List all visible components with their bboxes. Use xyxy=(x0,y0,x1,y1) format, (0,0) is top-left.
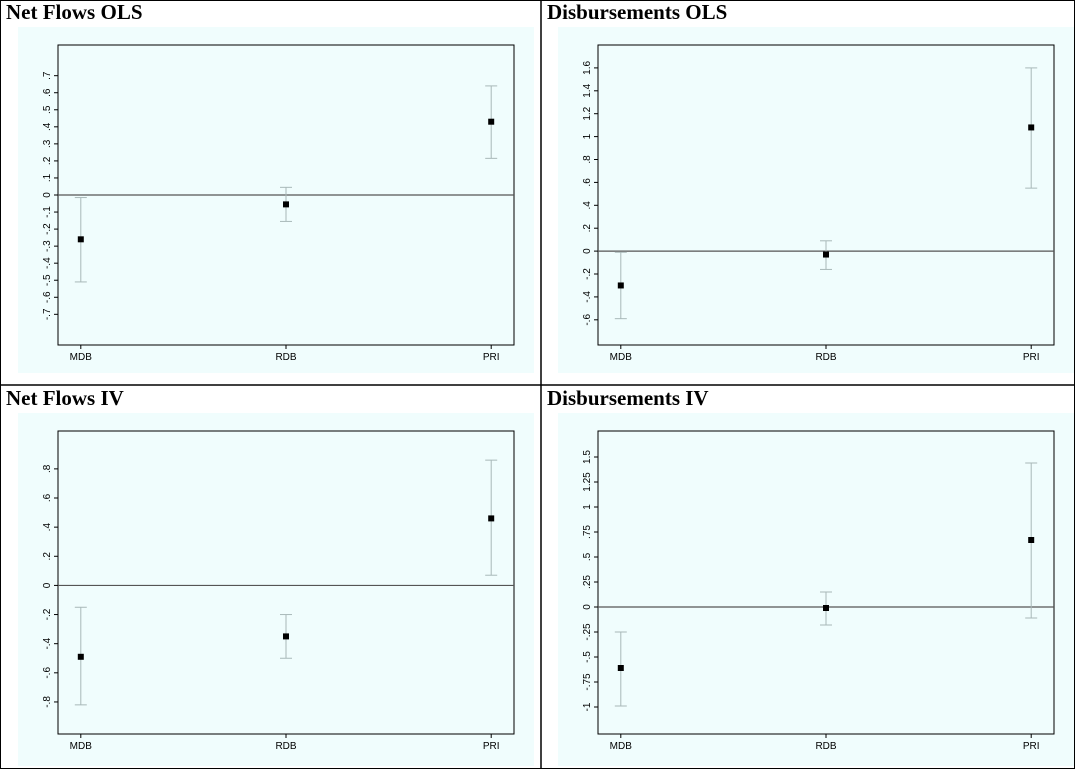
y-tick-label: -.2 xyxy=(582,268,593,280)
y-tick-label: 0 xyxy=(582,248,593,254)
plot-frame xyxy=(597,430,1055,735)
y-tick-label: -.6 xyxy=(582,314,593,326)
y-tick-label: -.2 xyxy=(42,223,53,235)
x-tick-label: PRI xyxy=(483,741,500,752)
y-tick-label: -.5 xyxy=(42,274,53,286)
y-tick-label: .5 xyxy=(42,105,53,114)
y-tick-label: 1.4 xyxy=(582,83,593,97)
y-tick-label: .6 xyxy=(42,493,53,502)
y-tick-label: -.1 xyxy=(42,206,53,218)
y-tick-label: .25 xyxy=(582,575,593,589)
x-tick-label: RDB xyxy=(275,352,296,363)
point-estimate-marker xyxy=(823,605,829,611)
panel-title-disbursements-iv: Disbursements IV xyxy=(547,386,709,410)
panel-disbursements-iv: -1 -.75 -.5 -.25 0 .25 .5 .75 1 1.25 1.5 MDB RDB PRI xyxy=(558,413,1074,766)
y-tick-label: -.6 xyxy=(42,291,53,303)
point-estimate-marker xyxy=(283,201,289,208)
y-tick-label: -.4 xyxy=(42,257,53,269)
y-tick-label: -.4 xyxy=(42,637,53,649)
x-tick-label: RDB xyxy=(275,741,296,752)
point-estimate-marker xyxy=(617,665,624,671)
y-tick-label: .75 xyxy=(582,525,593,539)
y-tick-label: -.75 xyxy=(582,673,593,691)
x-tick-label: PRI xyxy=(483,352,500,363)
x-tick-label: RDB xyxy=(815,741,836,752)
y-tick-label: .6 xyxy=(42,88,53,97)
y-tick-label: -.8 xyxy=(42,696,53,708)
y-tick-label: .4 xyxy=(42,122,53,131)
y-tick-label: .2 xyxy=(42,156,53,165)
y-tick-label: 1.6 xyxy=(582,61,593,75)
y-tick-label: .8 xyxy=(42,464,53,473)
y-tick-label: .5 xyxy=(582,552,593,561)
point-estimate-marker xyxy=(617,282,624,289)
x-tick-label: RDB xyxy=(815,352,836,363)
panel-title-disbursements-ols: Disbursements OLS xyxy=(547,0,728,24)
y-tick-label: -.5 xyxy=(582,651,593,663)
y-tick-label: .1 xyxy=(42,173,53,182)
y-tick-label: -.3 xyxy=(42,240,53,252)
x-tick-label: MDB xyxy=(610,741,633,752)
y-tick-label: 1.25 xyxy=(582,472,593,492)
x-tick-label: MDB xyxy=(70,741,93,752)
point-estimate-marker xyxy=(488,515,495,522)
point-estimate-marker xyxy=(77,653,84,660)
panel-title-net-flows-ols: Net Flows OLS xyxy=(6,0,143,24)
point-estimate-marker xyxy=(77,236,84,243)
y-tick-label: 0 xyxy=(582,604,593,610)
panel-disbursements-ols: -.6 -.4 -.2 0 .2 .4 .6 .8 1 1.2 1.4 1.6 MDB RDB PRI xyxy=(558,27,1074,373)
y-tick-label: -.7 xyxy=(42,308,53,320)
y-tick-label: 1 xyxy=(582,504,593,510)
y-tick-label: .2 xyxy=(582,224,593,233)
y-tick-label: 1.2 xyxy=(582,106,593,120)
x-tick-label: MDB xyxy=(70,352,93,363)
point-estimate-marker xyxy=(1028,537,1035,543)
x-tick-label: PRI xyxy=(1023,352,1040,363)
point-estimate-marker xyxy=(1028,124,1035,131)
y-tick-label: .6 xyxy=(582,178,593,187)
y-tick-label: 0 xyxy=(42,582,53,588)
point-estimate-marker xyxy=(283,633,289,640)
y-tick-label: .3 xyxy=(42,139,53,148)
y-tick-label: -1 xyxy=(582,702,593,711)
y-tick-label: -.25 xyxy=(582,623,593,641)
y-tick-label: -.4 xyxy=(582,291,593,303)
y-tick-label: .4 xyxy=(582,201,593,210)
x-tick-label: MDB xyxy=(610,352,633,363)
x-tick-label: PRI xyxy=(1023,741,1040,752)
y-tick-label: -.6 xyxy=(42,667,53,679)
y-tick-label: .7 xyxy=(42,71,53,80)
panel-net-flows-iv: -.8 -.6 -.4 -.2 0 .2 .4 .6 .8 MDB RDB PRI xyxy=(18,413,534,766)
panel-title-net-flows-iv: Net Flows IV xyxy=(6,386,124,410)
y-tick-label: 1 xyxy=(582,133,593,139)
point-estimate-marker xyxy=(823,251,829,258)
plot-frame xyxy=(57,430,515,735)
point-estimate-marker xyxy=(488,118,495,125)
y-tick-label: .8 xyxy=(582,155,593,164)
y-tick-label: .2 xyxy=(42,552,53,561)
y-tick-label: 1.5 xyxy=(582,450,593,464)
plot-frame xyxy=(597,44,1055,346)
y-tick-label: .4 xyxy=(42,523,53,532)
panel-net-flows-ols: -.7 -.6 -.5 -.4 -.3 -.2 -.1 0 .1 .2 .3 .4 .5 .6 .7 MDB R… xyxy=(18,27,534,373)
y-tick-label: 0 xyxy=(42,192,53,198)
y-tick-label: -.2 xyxy=(42,608,53,620)
